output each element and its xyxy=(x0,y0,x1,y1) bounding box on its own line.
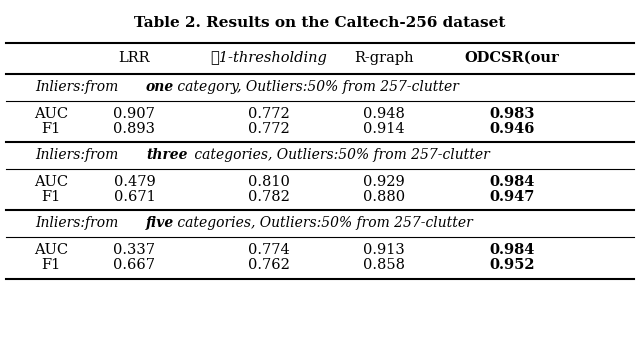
Text: LRR: LRR xyxy=(118,51,150,65)
Text: categories, Outliers:50% from 257-clutter: categories, Outliers:50% from 257-clutte… xyxy=(190,148,490,162)
Text: F1: F1 xyxy=(42,121,61,136)
Text: 0.914: 0.914 xyxy=(363,121,405,136)
Text: three: three xyxy=(146,148,188,162)
Text: 0.948: 0.948 xyxy=(363,106,405,121)
Text: AUC: AUC xyxy=(34,106,68,121)
Text: 0.772: 0.772 xyxy=(248,121,290,136)
Text: 0.880: 0.880 xyxy=(363,190,405,204)
Text: 0.337: 0.337 xyxy=(113,243,156,257)
Text: 0.952: 0.952 xyxy=(489,258,535,272)
Text: five: five xyxy=(146,216,174,230)
Text: 0.983: 0.983 xyxy=(490,106,534,121)
Text: F1: F1 xyxy=(42,258,61,272)
Text: category, Outliers:50% from 257-clutter: category, Outliers:50% from 257-clutter xyxy=(173,80,459,94)
Text: AUC: AUC xyxy=(34,243,68,257)
Text: 0.782: 0.782 xyxy=(248,190,290,204)
Text: 0.810: 0.810 xyxy=(248,175,290,189)
Text: 0.947: 0.947 xyxy=(490,190,534,204)
Text: 0.984: 0.984 xyxy=(490,243,534,257)
Text: 0.772: 0.772 xyxy=(248,106,290,121)
Text: 0.858: 0.858 xyxy=(363,258,405,272)
Text: Inliers:from: Inliers:from xyxy=(35,80,123,94)
Text: 0.913: 0.913 xyxy=(363,243,405,257)
Text: one: one xyxy=(146,80,174,94)
Text: 0.671: 0.671 xyxy=(113,190,156,204)
Text: ℓ1-thresholding: ℓ1-thresholding xyxy=(211,51,327,65)
Text: 0.479: 0.479 xyxy=(113,175,156,189)
Text: 0.984: 0.984 xyxy=(490,175,534,189)
Text: Table 2. Results on the Caltech-256 dataset: Table 2. Results on the Caltech-256 data… xyxy=(134,16,506,30)
Text: 0.762: 0.762 xyxy=(248,258,290,272)
Text: Inliers:from: Inliers:from xyxy=(35,216,123,230)
Text: 0.929: 0.929 xyxy=(363,175,405,189)
Text: ODCSR(our: ODCSR(our xyxy=(465,51,559,65)
Text: 0.893: 0.893 xyxy=(113,121,156,136)
Text: 0.907: 0.907 xyxy=(113,106,156,121)
Text: R-graph: R-graph xyxy=(354,51,414,65)
Text: categories, Outliers:50% from 257-clutter: categories, Outliers:50% from 257-clutte… xyxy=(173,216,472,230)
Text: AUC: AUC xyxy=(34,175,68,189)
Text: Inliers:from: Inliers:from xyxy=(35,148,123,162)
Text: 0.946: 0.946 xyxy=(490,121,534,136)
Text: F1: F1 xyxy=(42,190,61,204)
Text: 0.667: 0.667 xyxy=(113,258,156,272)
Text: 0.774: 0.774 xyxy=(248,243,290,257)
